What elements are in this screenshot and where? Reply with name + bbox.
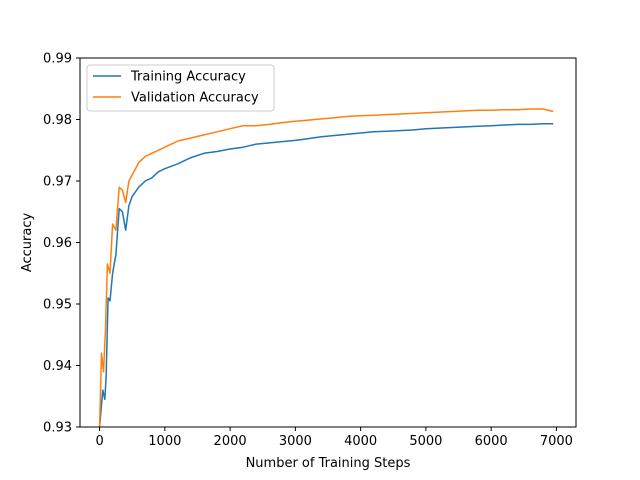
x-tick-label: 2000 [214, 434, 247, 449]
x-tick-label: 4000 [344, 434, 377, 449]
legend-box [86, 64, 275, 112]
x-tick-label: 1000 [148, 434, 181, 449]
series-line-validation [98, 108, 554, 428]
legend: Training Accuracy Validation Accuracy [86, 64, 275, 112]
x-axis-ticks: 0 1000 2000 3000 4000 5000 6000 7000 [95, 427, 573, 449]
series-line-training [98, 123, 554, 428]
x-tick-label: 0 [95, 434, 103, 449]
y-tick-label: 0.96 [43, 236, 72, 251]
y-axis-ticks: 0.93 0.94 0.95 0.96 0.97 0.98 0.99 [43, 52, 80, 436]
legend-label-training: Training Accuracy [130, 70, 246, 85]
x-tick-label: 3000 [279, 434, 312, 449]
x-tick-label: 5000 [409, 434, 442, 449]
y-tick-label: 0.98 [43, 113, 72, 128]
legend-label-validation: Validation Accuracy [131, 91, 259, 106]
y-tick-label: 0.94 [43, 359, 72, 374]
y-axis-label: Accuracy [20, 213, 35, 273]
y-tick-label: 0.97 [43, 175, 72, 190]
x-tick-label: 7000 [540, 434, 573, 449]
plot-lines [98, 108, 554, 428]
x-tick-label: 6000 [475, 434, 508, 449]
y-tick-label: 0.99 [43, 52, 72, 67]
x-axis-label: Number of Training Steps [246, 456, 411, 471]
y-tick-label: 0.93 [43, 421, 72, 436]
y-tick-label: 0.95 [43, 298, 72, 313]
